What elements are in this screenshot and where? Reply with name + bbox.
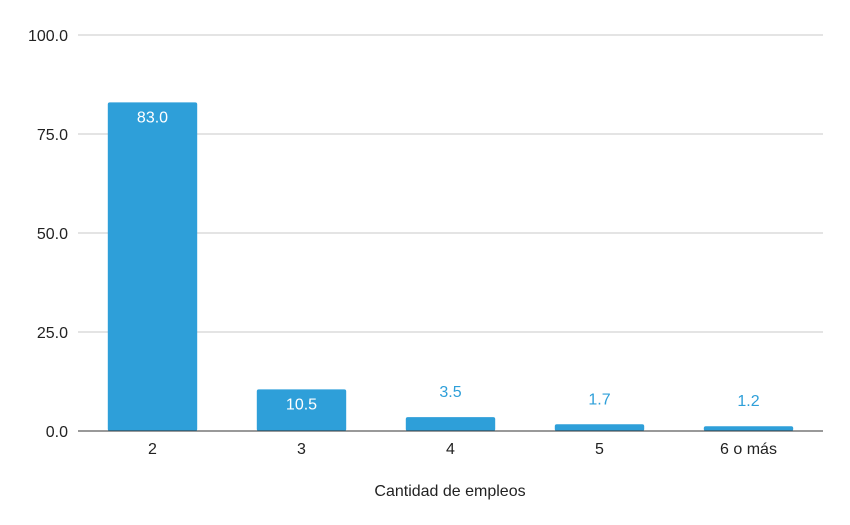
y-axis-tick-labels: 0.0 25.0 50.0 75.0 100.0 [28, 28, 68, 441]
data-label: 3.5 [439, 384, 461, 401]
gridlines [78, 34, 823, 333]
x-tick-label: 5 [595, 441, 604, 458]
x-tick-label: 2 [148, 441, 157, 458]
y-tick-label: 50.0 [37, 226, 68, 243]
bar [703, 426, 794, 431]
y-tick-label: 100.0 [28, 28, 68, 45]
y-tick-label: 25.0 [37, 325, 68, 342]
data-label: 83.0 [137, 109, 168, 126]
x-tick-label: 6 o más [720, 441, 777, 458]
bars [107, 102, 794, 431]
x-tick-label: 3 [297, 441, 306, 458]
bar [107, 102, 198, 431]
data-label: 1.7 [588, 391, 610, 408]
x-tick-label: 4 [446, 441, 455, 458]
bar [405, 417, 496, 431]
y-tick-label: 75.0 [37, 127, 68, 144]
data-label: 10.5 [286, 396, 317, 413]
x-axis-tick-labels: 2 3 4 5 6 o más [148, 441, 777, 458]
y-tick-label: 0.0 [46, 424, 68, 441]
x-axis-title: Cantidad de empleos [374, 483, 525, 500]
data-label: 1.2 [737, 393, 759, 410]
bar [554, 424, 645, 431]
data-labels: 83.0 10.5 3.5 1.7 1.2 [137, 109, 760, 413]
bar [256, 389, 347, 431]
